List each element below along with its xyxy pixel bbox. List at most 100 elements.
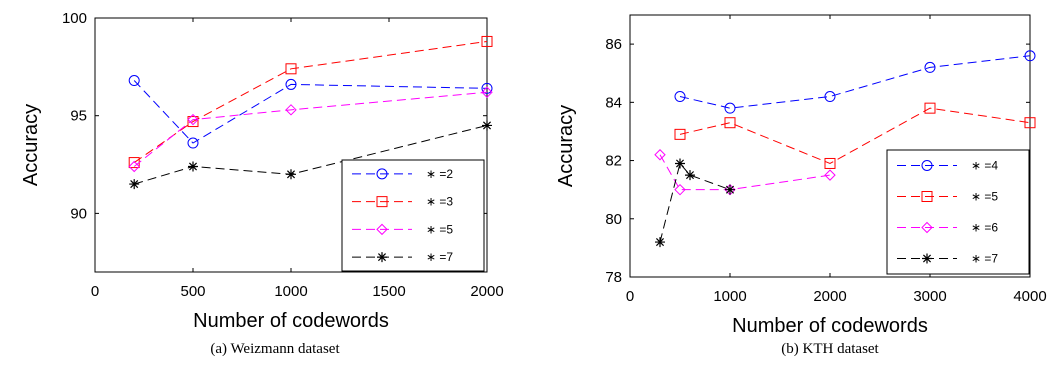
chart-caption: (a) Weizmann dataset bbox=[210, 341, 340, 357]
y-tick-label: 100 bbox=[62, 10, 87, 27]
data-point bbox=[1024, 50, 1036, 62]
y-tick-label: 95 bbox=[70, 108, 87, 125]
x-tick-label: 1000 bbox=[713, 288, 746, 305]
y-tick-label: 90 bbox=[70, 205, 87, 222]
legend-label: ∗ =7 bbox=[971, 252, 998, 266]
series-3 bbox=[654, 149, 836, 196]
chart-panel-2: 0 1000 2000 3000 4000 78 80 82 84 86 Number of cod… bbox=[555, 14, 1047, 357]
series-line bbox=[133, 91, 488, 167]
data-point bbox=[655, 237, 665, 248]
data-point bbox=[188, 161, 198, 172]
legend-box bbox=[341, 159, 485, 272]
series-4 bbox=[655, 158, 735, 248]
legend-marker bbox=[376, 223, 388, 236]
series-line bbox=[134, 124, 488, 185]
data-point bbox=[824, 157, 836, 169]
legend-marker bbox=[376, 168, 388, 180]
x-tick-label: 1500 bbox=[372, 283, 405, 300]
data-point bbox=[654, 149, 666, 161]
data-point bbox=[286, 169, 296, 180]
legend-item: ∗ =4 bbox=[897, 159, 998, 173]
x-tick-label: 2000 bbox=[813, 288, 846, 305]
data-point bbox=[481, 35, 493, 47]
x-tick-label: 4000 bbox=[1013, 288, 1046, 305]
data-point bbox=[285, 63, 297, 75]
legend-box bbox=[886, 149, 1030, 275]
legend-marker bbox=[376, 196, 388, 208]
x-tick-label: 0 bbox=[626, 288, 634, 305]
legend-item: ∗ =2 bbox=[352, 167, 453, 181]
data-point bbox=[285, 78, 297, 90]
legend-label: ∗ =7 bbox=[426, 250, 453, 264]
series-line bbox=[679, 107, 1031, 165]
data-point bbox=[824, 91, 836, 103]
y-tick-label: 80 bbox=[605, 211, 622, 228]
series-line bbox=[659, 154, 831, 191]
series-3 bbox=[128, 86, 493, 173]
x-axis-label: Number of codewords bbox=[193, 310, 389, 332]
data-point bbox=[674, 128, 686, 140]
series-4 bbox=[129, 120, 492, 190]
y-axis-label: Accuracy bbox=[20, 104, 42, 186]
legend-item: ∗ =5 bbox=[897, 190, 998, 204]
legend-item: ∗ =5 bbox=[352, 222, 453, 236]
y-axis-label: Accuracy bbox=[555, 105, 577, 187]
data-point bbox=[924, 61, 936, 73]
data-point bbox=[129, 179, 140, 190]
legend-marker bbox=[922, 253, 932, 264]
series-line bbox=[133, 40, 488, 163]
legend-label: ∗ =5 bbox=[426, 222, 453, 236]
data-point bbox=[187, 116, 199, 128]
legend-item: ∗ =3 bbox=[352, 195, 453, 209]
x-tick-label: 1000 bbox=[274, 283, 307, 300]
data-point bbox=[824, 169, 836, 181]
y-tick-label: 78 bbox=[605, 269, 622, 286]
data-point bbox=[482, 120, 492, 131]
legend-marker bbox=[921, 160, 933, 171]
data-point bbox=[685, 170, 695, 181]
y-tick-label: 84 bbox=[605, 94, 622, 111]
data-point bbox=[481, 86, 493, 98]
data-point bbox=[725, 184, 735, 195]
data-point bbox=[187, 137, 199, 149]
legend-marker bbox=[921, 221, 933, 234]
series-line bbox=[679, 55, 1031, 109]
data-point bbox=[187, 113, 199, 126]
data-point bbox=[924, 102, 936, 114]
data-point bbox=[1024, 117, 1036, 129]
y-tick-label: 86 bbox=[605, 36, 622, 53]
x-tick-label: 2000 bbox=[470, 283, 503, 300]
data-point bbox=[285, 104, 297, 116]
x-tick-label: 0 bbox=[91, 283, 99, 300]
legend-item: ∗ =7 bbox=[897, 252, 998, 266]
chart-caption: (b) KTH dataset bbox=[781, 341, 879, 357]
legend-marker bbox=[377, 252, 387, 263]
data-point bbox=[128, 160, 140, 173]
legend-item: ∗ =7 bbox=[352, 250, 453, 264]
legend-label: ∗ =2 bbox=[426, 167, 453, 181]
chart-panel-1: 0 500 1000 1500 2000 90 95 100 Number of codewor… bbox=[20, 10, 504, 357]
legend-label: ∗ =5 bbox=[971, 190, 998, 204]
series-line bbox=[659, 162, 731, 243]
y-tick-label: 82 bbox=[605, 153, 622, 170]
legend-label: ∗ =4 bbox=[971, 159, 998, 173]
data-point bbox=[674, 183, 686, 196]
legend-label: ∗ =6 bbox=[971, 221, 998, 235]
data-point bbox=[128, 75, 140, 87]
data-point bbox=[724, 117, 736, 129]
legend-label: ∗ =3 bbox=[426, 195, 453, 209]
x-tick-label: 500 bbox=[180, 283, 205, 300]
legend-item: ∗ =6 bbox=[897, 221, 998, 235]
series-line bbox=[133, 80, 488, 144]
x-axis-label: Number of codewords bbox=[732, 315, 928, 337]
data-point bbox=[481, 82, 493, 94]
series-1 bbox=[674, 50, 1036, 114]
legend: ∗ =4 ∗ =5 ∗ =6 ∗ =7 bbox=[886, 149, 1030, 275]
data-point bbox=[724, 102, 736, 114]
legend: ∗ =2 ∗ =3 ∗ =5 ∗ =7 bbox=[341, 159, 485, 272]
series-2 bbox=[128, 35, 493, 169]
series-2 bbox=[674, 102, 1036, 169]
data-point bbox=[675, 158, 685, 169]
series-1 bbox=[128, 75, 493, 149]
